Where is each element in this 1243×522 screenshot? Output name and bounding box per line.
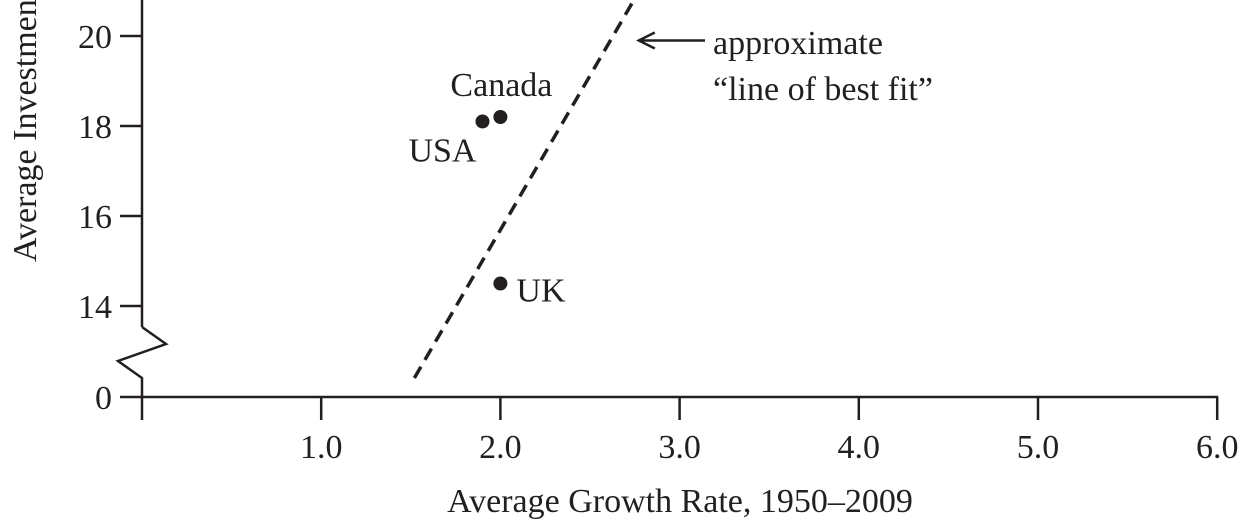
x-tick-label: 2.0: [479, 429, 522, 466]
data-point-usa: [475, 114, 490, 129]
x-tick-label: 3.0: [658, 429, 701, 466]
axes: 1.0 2.0 3.0 4.0 5.0 6.0 14 16 18 20 0: [78, 0, 1238, 466]
y-tick-label: 16: [78, 199, 112, 236]
data-point-canada: [493, 110, 508, 124]
y-axis-label: Average Investment: [7, 0, 44, 262]
y-tick-label: 14: [78, 289, 112, 326]
x-tick-label: 1.0: [300, 429, 343, 466]
best-fit-line: [412, 0, 636, 379]
data-point-uk: [493, 276, 508, 291]
x-tick-label: 6.0: [1196, 429, 1239, 466]
marks: USA Canada UK approximate “line of best fit”: [408, 0, 933, 379]
point-label-uk: UK: [516, 273, 566, 310]
annotation-text-line: approximate: [713, 25, 883, 62]
x-tick-label: 5.0: [1017, 429, 1060, 466]
point-label-usa: USA: [408, 133, 476, 170]
annotation-arrow-head: [636, 31, 656, 50]
x-tick-label: 4.0: [838, 429, 881, 466]
y-tick-label: 0: [95, 380, 112, 417]
y-axis-break: [115, 325, 169, 397]
x-axis-label: Average Growth Rate, 1950–2009: [447, 483, 913, 520]
annotation-text-line: “line of best fit”: [713, 71, 933, 108]
y-tick-label: 20: [78, 19, 112, 56]
point-label-canada: Canada: [450, 67, 552, 104]
y-tick-label: 18: [78, 109, 112, 146]
